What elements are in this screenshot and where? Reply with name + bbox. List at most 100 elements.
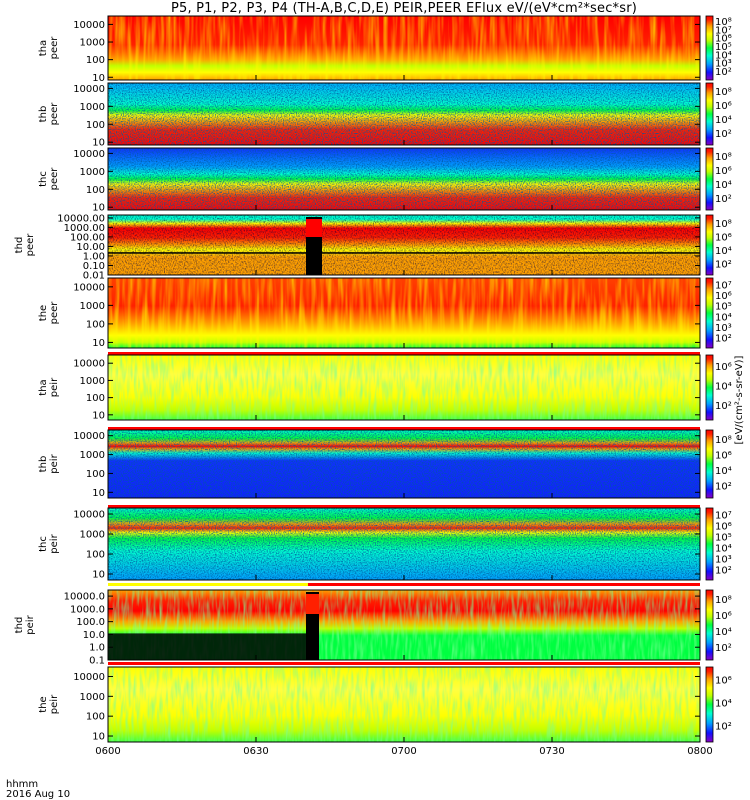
data-gap-line [108, 252, 700, 254]
colorbar-tick-label: 10² [715, 566, 732, 577]
colorbar-tick-label: 10⁴ [715, 50, 732, 61]
colorbar-tha-peer [705, 15, 714, 81]
y-tick-label: 1000 [80, 692, 105, 703]
time-format-label: hhmm [6, 779, 39, 790]
y-tick-label: 1000 [80, 530, 105, 541]
y-tick-label: 10000.00 [57, 213, 105, 224]
y-axis-label: peir [25, 614, 36, 634]
colorbar-tick-label: 10⁵ [715, 533, 732, 544]
y-axis-label: thc [38, 171, 49, 187]
y-tick-label: 10000.0 [64, 592, 105, 603]
y-tick-label: 10000 [73, 672, 105, 683]
colorbar-tick-label: 10⁴ [715, 180, 732, 191]
spectrogram-texture [108, 508, 700, 580]
colorbar-tick-label: 10⁸ [715, 435, 732, 446]
colorbar-tick-label: 10⁴ [715, 627, 732, 638]
colorbar-tick-label: 10⁵ [715, 42, 732, 53]
colorbar-tick-label: 10⁴ [715, 699, 732, 710]
y-tick-label: 10000 [73, 431, 105, 442]
y-tick-label: 1000.00 [64, 223, 105, 234]
spectrogram-texture [108, 355, 700, 420]
y-tick-label: 10 [92, 569, 105, 580]
colorbar-tick-label: 10⁴ [715, 312, 732, 323]
colorbar-thb-peer [705, 82, 714, 146]
spectrogram-texture [108, 83, 700, 145]
panel-the-peir: 10 100 1000 10000 the peir 10² 10⁴ 10⁶ [38, 666, 732, 743]
y-axis-label: the [38, 696, 49, 712]
colorbar-tick-label: 10⁸ [715, 219, 732, 230]
data-gap-block-top [306, 594, 319, 614]
colorbar-tick-label: 10⁶ [715, 166, 732, 177]
colorbar-thb-peir [705, 429, 714, 499]
y-axis-label: thc [38, 536, 49, 552]
y-tick-label: 10 [92, 732, 105, 743]
colorbar-tha-peir [705, 354, 714, 421]
colorbar-tick-label: 10⁶ [715, 291, 732, 302]
y-tick-label: 1000 [80, 102, 105, 113]
y-tick-label: 0.10 [83, 261, 105, 272]
colorbar-tick-label: 10⁴ [715, 246, 732, 257]
y-axis-label: thb [38, 106, 49, 123]
y-tick-label: 1000 [80, 450, 105, 461]
panel-tha-peir: 10 100 1000 10000 tha peir 10² 10⁴ 10⁶ [38, 354, 732, 421]
colorbar-tick-label: 10⁸ [715, 87, 732, 98]
spectrogram-texture [108, 667, 700, 742]
y-axis-label: tha [38, 40, 49, 56]
y-tick-label: 100 [86, 185, 105, 196]
colorbar-tick-label: 10⁶ [715, 362, 732, 373]
spectrogram-texture [108, 278, 700, 348]
y-axis-label: peir [49, 694, 60, 714]
y-tick-label: 1.0 [89, 643, 105, 654]
colorbar-tick-label: 10² [715, 67, 732, 78]
y-tick-label: 10000 [73, 282, 105, 293]
colorbar-tick-label: 10⁸ [715, 17, 732, 28]
y-tick-label: 10000 [73, 359, 105, 370]
y-tick-label: 100 [86, 712, 105, 723]
coverage-bar [108, 352, 700, 355]
x-tick-label: 0630 [243, 746, 268, 757]
colorbar-tick-label: 10² [715, 334, 732, 345]
colorbar-tick-label: 10⁶ [715, 522, 732, 533]
colorbar-tick-label: 10² [715, 722, 732, 733]
coverage-bar [108, 505, 700, 508]
y-tick-label: 10000 [73, 510, 105, 521]
y-axis-label: tha [38, 379, 49, 395]
y-tick-label: 1000 [80, 301, 105, 312]
y-tick-label: 100 [86, 55, 105, 66]
y-axis-label: peer [49, 167, 60, 191]
y-axis-label: peer [25, 233, 36, 257]
y-tick-label: 100 [86, 549, 105, 560]
colorbar-tick-label: 10² [715, 401, 732, 412]
y-axis-label: peir [49, 377, 60, 397]
colorbar-thc-peir [705, 507, 714, 581]
colorbar-tick-label: 10⁶ [715, 101, 732, 112]
colorbar-tick-label: 10⁵ [715, 302, 732, 313]
colorbar-tick-label: 10⁴ [715, 544, 732, 555]
spectrogram-texture [108, 215, 700, 275]
coverage-bar-segment [108, 583, 308, 586]
coverage-bar [108, 427, 700, 430]
y-tick-label: 10 [92, 410, 105, 421]
y-tick-label: 10 [92, 338, 105, 349]
colorbar-tick-label: 10⁶ [715, 611, 732, 622]
colorbar-tick-label: 10² [715, 481, 732, 492]
panel-tha-peer: 10 100 1000 10000 tha peer 10²10³10⁴10⁵10⁶10⁷1… [38, 15, 732, 84]
y-axis-label: the [38, 305, 49, 321]
colorbar-tick-label: 10² [715, 643, 732, 654]
colorbar-tick-label: 10⁴ [715, 382, 732, 393]
y-tick-label: 1.00 [83, 251, 105, 262]
colorbar-the-peer [705, 277, 714, 349]
y-tick-label: 100 [86, 319, 105, 330]
x-tick-label: 0800 [687, 746, 712, 757]
x-tick-label: 0730 [539, 746, 564, 757]
panel-thb-peer: 10 100 1000 10000 thb peer 10² 10⁴ 10⁶ 10⁸ [38, 82, 732, 149]
colorbar-tick-label: 10³ [715, 59, 732, 70]
coverage-bar [108, 583, 700, 586]
y-axis-label: peir [49, 453, 60, 473]
y-axis-label: thd [14, 617, 25, 634]
colorbar-tick-label: 10⁶ [715, 34, 732, 45]
y-tick-label: 100 [86, 393, 105, 404]
